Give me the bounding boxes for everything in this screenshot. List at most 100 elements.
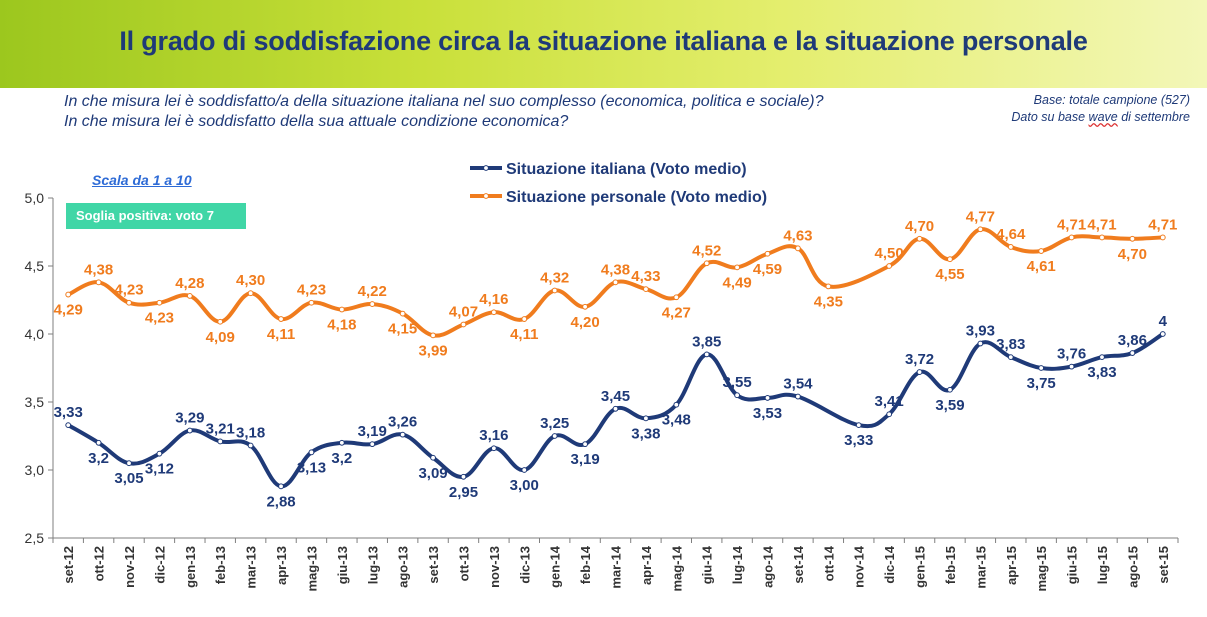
- legend-label-series-personale: Situazione personale (Voto medio): [506, 189, 767, 206]
- series-italiana-data-label: 3,93: [966, 323, 995, 340]
- series-italiana-point: [1099, 354, 1105, 361]
- sample-base: Base: totale campione (527): [1033, 93, 1190, 107]
- series-italiana-data-label: 3,2: [88, 450, 109, 467]
- series-personale-data-label: 4,71: [1148, 216, 1177, 233]
- series-personale-point: [734, 264, 741, 271]
- series-personale-data-label: 4,33: [631, 268, 660, 285]
- x-tick-label: feb-15: [943, 546, 958, 584]
- y-tick-label: 4,0: [25, 326, 45, 342]
- x-tick-label: dic-12: [152, 546, 167, 584]
- series-italiana-point: [947, 386, 953, 393]
- series-personale-data-label: 4,38: [84, 261, 113, 278]
- series-personale-data-label: 4,09: [206, 329, 235, 346]
- series-personale-point: [521, 316, 528, 322]
- series-personale-point: [369, 301, 376, 307]
- series-italiana-data-label: 3,29: [175, 410, 204, 427]
- question-personale: In che misura lei è soddisfatto della su…: [64, 113, 569, 130]
- series-italiana-point: [521, 467, 528, 473]
- x-tick-label: feb-13: [213, 546, 228, 584]
- series-personale-data-label: 4,61: [1027, 258, 1056, 275]
- series-personale-data-label: 4,70: [1118, 246, 1147, 263]
- series-personale-point: [1038, 248, 1045, 254]
- x-tick-label: feb-14: [578, 545, 593, 584]
- series-personale-point: [399, 310, 406, 317]
- x-tick-label: lug-15: [1095, 546, 1110, 584]
- series-personale-point: [247, 290, 254, 297]
- series-italiana-data-label: 3,83: [996, 336, 1025, 353]
- series-italiana-data-label: 3,00: [510, 477, 539, 494]
- x-tick-label: nov-14: [852, 545, 867, 588]
- legend-label-series-italiana: Situazione italiana (Voto medio): [506, 161, 747, 178]
- series-italiana-data-label: 3,86: [1118, 332, 1147, 349]
- series-italiana-point: [551, 433, 558, 439]
- series-personale-data-label: 4,23: [297, 282, 326, 299]
- y-tick-label: 4,5: [25, 258, 45, 274]
- series-personale-point: [278, 316, 284, 322]
- x-tick-label: mar-13: [244, 546, 259, 589]
- series-personale-data-label: 4,38: [601, 261, 630, 278]
- series-italiana-point: [643, 415, 649, 422]
- series-italiana-data-label: 3,18: [236, 425, 265, 442]
- series-italiana-point: [65, 422, 72, 429]
- survey-questions: In che misura lei è soddisfatto/a della …: [64, 92, 824, 132]
- series-personale-point: [1159, 234, 1166, 241]
- x-tick-label: ago-14: [761, 545, 776, 588]
- x-tick-label: apr-14: [639, 545, 654, 585]
- legend-marker-series-personale: [483, 193, 489, 199]
- series-italiana-point: [1038, 365, 1045, 371]
- series-italiana-data-label: 3,53: [753, 405, 782, 422]
- series-italiana-point: [795, 393, 801, 400]
- series-italiana-data-label: 3,45: [601, 388, 630, 405]
- series-personale-point: [217, 318, 224, 325]
- x-tick-label: ott-14: [821, 545, 836, 581]
- series-italiana-data-label: 3,54: [783, 376, 813, 393]
- series-italiana-point: [338, 439, 345, 446]
- x-tick-label: mag-14: [669, 545, 684, 591]
- series-personale-point: [947, 256, 953, 263]
- x-tick-label: dic-13: [517, 546, 532, 584]
- series-personale-point: [886, 263, 893, 269]
- series-personale-point: [186, 293, 193, 299]
- series-italiana-data-label: 3,33: [844, 432, 873, 449]
- x-tick-label: giu-13: [335, 546, 350, 584]
- x-tick-label: nov-12: [122, 546, 137, 588]
- series-personale-data-label: 4,30: [236, 272, 265, 289]
- series-italiana-data-label: 3,05: [114, 470, 143, 487]
- series-italiana-point: [308, 449, 315, 456]
- series-italiana-data-label: 2,95: [449, 484, 478, 501]
- series-personale-data-label: 4,23: [145, 310, 174, 327]
- series-italiana-data-label: 3,09: [418, 465, 447, 482]
- wave-note: Dato su base wave di settembre: [1011, 109, 1190, 126]
- series-italiana-data-label: 3,19: [570, 451, 599, 468]
- series-italiana-data-label: 3,41: [875, 393, 904, 410]
- series-italiana-point: [703, 351, 710, 358]
- y-tick-label: 2,5: [25, 530, 45, 546]
- series-italiana-data-label: 3,25: [540, 415, 569, 432]
- x-tick-label: mag-15: [1034, 546, 1049, 592]
- series-italiana-data-label: 3,85: [692, 333, 721, 350]
- series-italiana-data-label: 3,13: [297, 459, 326, 476]
- x-tick-label: gen-14: [548, 545, 563, 588]
- series-italiana-point: [186, 427, 193, 434]
- wave-note-pre: Dato su base: [1011, 110, 1089, 124]
- series-personale-point: [916, 235, 923, 242]
- title-banner: Il grado di soddisfazione circa la situa…: [0, 0, 1207, 88]
- x-tick-label: nov-13: [487, 546, 502, 588]
- series-personale-point: [490, 309, 497, 316]
- series-personale-data-label: 4,28: [175, 275, 204, 292]
- series-personale-data-label: 4,50: [875, 245, 904, 262]
- series-italiana-data-label: 3,26: [388, 414, 417, 431]
- series-italiana-point: [247, 442, 254, 449]
- series-personale-point: [977, 226, 984, 233]
- series-italiana-point: [95, 439, 102, 446]
- series-italiana-data-label: 3,38: [631, 425, 660, 442]
- series-personale-data-label: 4,71: [1057, 216, 1086, 233]
- series-personale-data-label: 4,52: [692, 242, 721, 259]
- series-italiana-data-label: 3,33: [54, 404, 83, 421]
- x-tick-label: giu-15: [1065, 546, 1080, 584]
- series-italiana-point: [369, 441, 376, 448]
- series-personale-point: [308, 299, 315, 306]
- series-personale-data-label: 4,70: [905, 218, 934, 235]
- series-personale-data-label: 4,11: [510, 326, 538, 343]
- x-tick-label: ago-15: [1125, 546, 1140, 588]
